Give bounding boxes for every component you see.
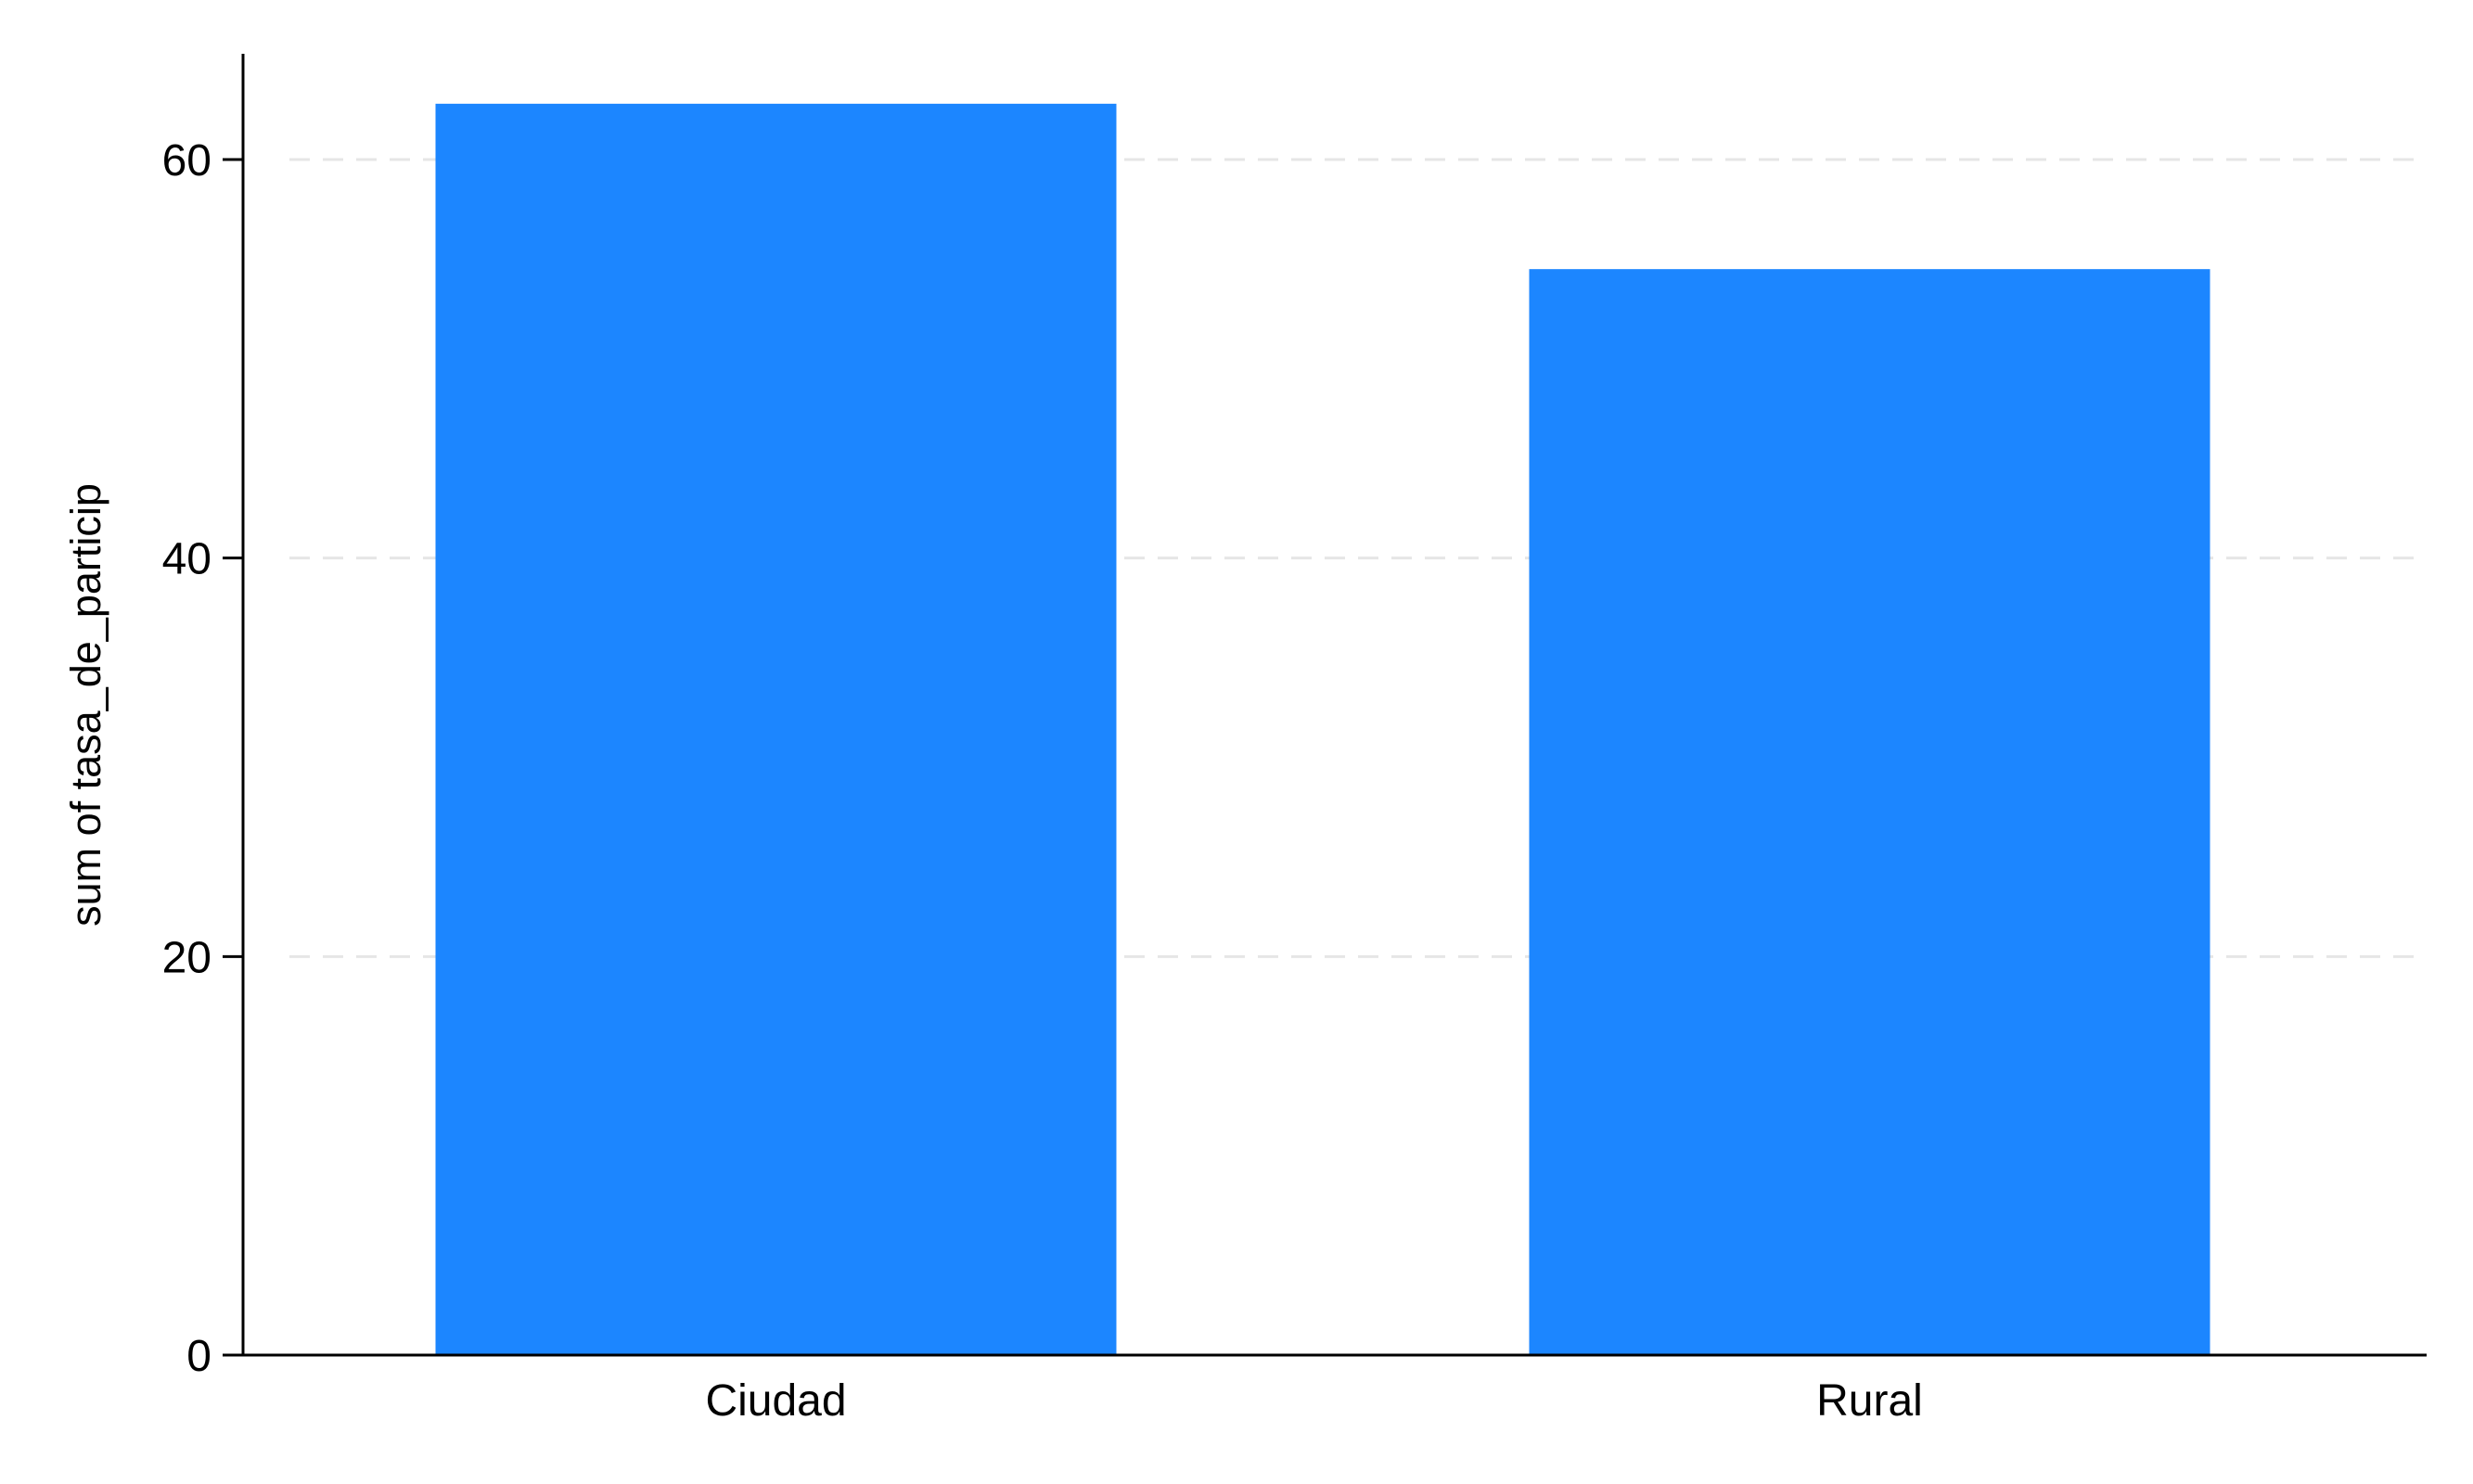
y-tick-label-60: 60: [162, 136, 211, 186]
tick-labels: Ciudad Rural 0 20 40 60: [162, 136, 1923, 1426]
axes: [223, 54, 2427, 1357]
x-tick-label-ciudad: Ciudad: [705, 1376, 846, 1426]
bar-rural: [1529, 269, 2210, 1355]
y-tick-label-0: 0: [186, 1332, 211, 1381]
bar-ciudad: [435, 103, 1117, 1355]
y-tick-label-20: 20: [162, 933, 211, 982]
x-tick-label-rural: Rural: [1816, 1376, 1923, 1426]
bars: [435, 103, 2210, 1355]
y-tick-label-40: 40: [162, 535, 211, 584]
y-axis-title: sum of tasa_de_particip: [62, 483, 109, 927]
